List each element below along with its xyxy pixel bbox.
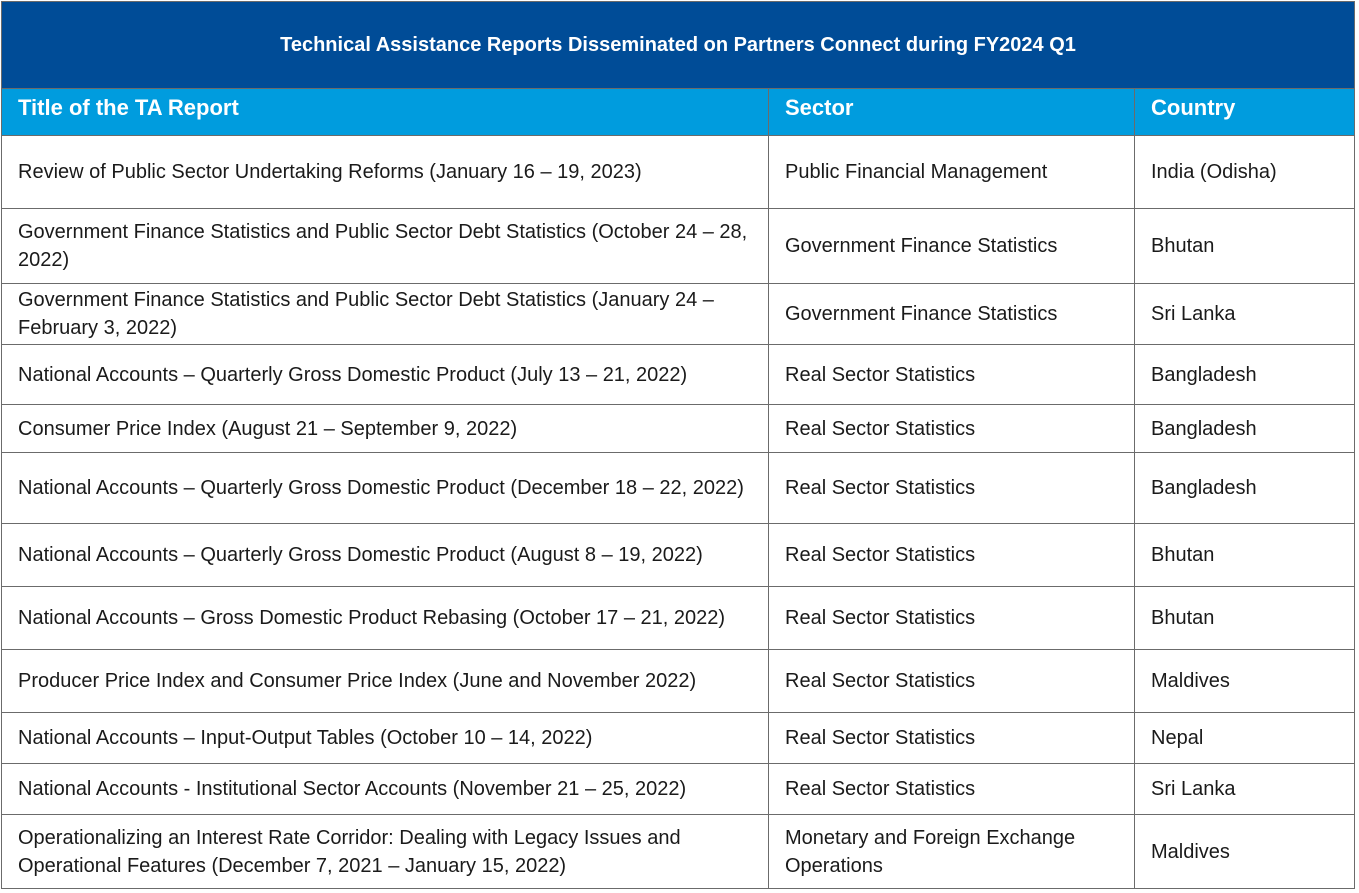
sector-cell: Real Sector Statistics bbox=[768, 404, 1135, 453]
country-cell: Bangladesh bbox=[1133, 344, 1356, 405]
country-cell: Bhutan bbox=[1133, 523, 1356, 587]
country-cell: Bangladesh bbox=[1133, 452, 1356, 524]
country-cell: Bangladesh bbox=[1133, 404, 1356, 453]
report-title-cell: National Accounts – Quarterly Gross Dome… bbox=[1, 452, 769, 524]
table-header-row: Title of the TA Report Sector Country bbox=[1, 88, 1356, 136]
report-title-cell: Government Finance Statistics and Public… bbox=[1, 283, 769, 345]
table-row: Government Finance Statistics and Public… bbox=[1, 208, 1356, 284]
table-row: Operationalizing an Interest Rate Corrid… bbox=[1, 814, 1356, 889]
table-row: National Accounts - Institutional Sector… bbox=[1, 763, 1356, 815]
table-title-row: Technical Assistance Reports Disseminate… bbox=[0, 1, 1356, 89]
table-row: Government Finance Statistics and Public… bbox=[1, 283, 1356, 345]
country-cell: Maldives bbox=[1133, 814, 1356, 889]
report-title-cell: Consumer Price Index (August 21 – Septem… bbox=[1, 404, 769, 453]
report-title-cell: Operationalizing an Interest Rate Corrid… bbox=[1, 814, 769, 889]
report-title-cell: Government Finance Statistics and Public… bbox=[1, 208, 769, 284]
report-title-cell: Review of Public Sector Undertaking Refo… bbox=[1, 135, 769, 209]
header-title: Title of the TA Report bbox=[1, 88, 769, 136]
report-title-cell: National Accounts - Institutional Sector… bbox=[1, 763, 769, 815]
report-title-cell: National Accounts – Input-Output Tables … bbox=[1, 712, 769, 764]
table-title: Technical Assistance Reports Disseminate… bbox=[0, 1, 1356, 89]
country-cell: Sri Lanka bbox=[1133, 763, 1356, 815]
country-cell: Nepal bbox=[1133, 712, 1356, 764]
sector-cell: Real Sector Statistics bbox=[768, 523, 1135, 587]
country-cell: India (Odisha) bbox=[1133, 135, 1356, 209]
table-row: National Accounts – Quarterly Gross Dome… bbox=[1, 523, 1356, 587]
table-row: Review of Public Sector Undertaking Refo… bbox=[1, 135, 1356, 209]
country-cell: Sri Lanka bbox=[1133, 283, 1356, 345]
report-title-cell: National Accounts – Gross Domestic Produ… bbox=[1, 586, 769, 650]
table-row: Producer Price Index and Consumer Price … bbox=[1, 649, 1356, 713]
country-cell: Maldives bbox=[1133, 649, 1356, 713]
sector-cell: Government Finance Statistics bbox=[768, 208, 1135, 284]
table-row: National Accounts – Gross Domestic Produ… bbox=[1, 586, 1356, 650]
table-row: National Accounts – Input-Output Tables … bbox=[1, 712, 1356, 764]
sector-cell: Real Sector Statistics bbox=[768, 763, 1135, 815]
report-title-cell: Producer Price Index and Consumer Price … bbox=[1, 649, 769, 713]
sector-cell: Real Sector Statistics bbox=[768, 344, 1135, 405]
sector-cell: Government Finance Statistics bbox=[768, 283, 1135, 345]
sector-cell: Real Sector Statistics bbox=[768, 712, 1135, 764]
sector-cell: Real Sector Statistics bbox=[768, 452, 1135, 524]
sector-cell: Public Financial Management bbox=[768, 135, 1135, 209]
header-country: Country bbox=[1133, 88, 1356, 136]
table-row: Consumer Price Index (August 21 – Septem… bbox=[1, 404, 1356, 453]
header-sector: Sector bbox=[768, 88, 1135, 136]
country-cell: Bhutan bbox=[1133, 586, 1356, 650]
sector-cell: Real Sector Statistics bbox=[768, 649, 1135, 713]
table-row: National Accounts – Quarterly Gross Dome… bbox=[1, 344, 1356, 405]
sector-cell: Monetary and Foreign Exchange Operations bbox=[768, 814, 1135, 889]
country-cell: Bhutan bbox=[1133, 208, 1356, 284]
report-title-cell: National Accounts – Quarterly Gross Dome… bbox=[1, 523, 769, 587]
sector-cell: Real Sector Statistics bbox=[768, 586, 1135, 650]
report-title-cell: National Accounts – Quarterly Gross Dome… bbox=[1, 344, 769, 405]
table-row: National Accounts – Quarterly Gross Dome… bbox=[1, 452, 1356, 524]
